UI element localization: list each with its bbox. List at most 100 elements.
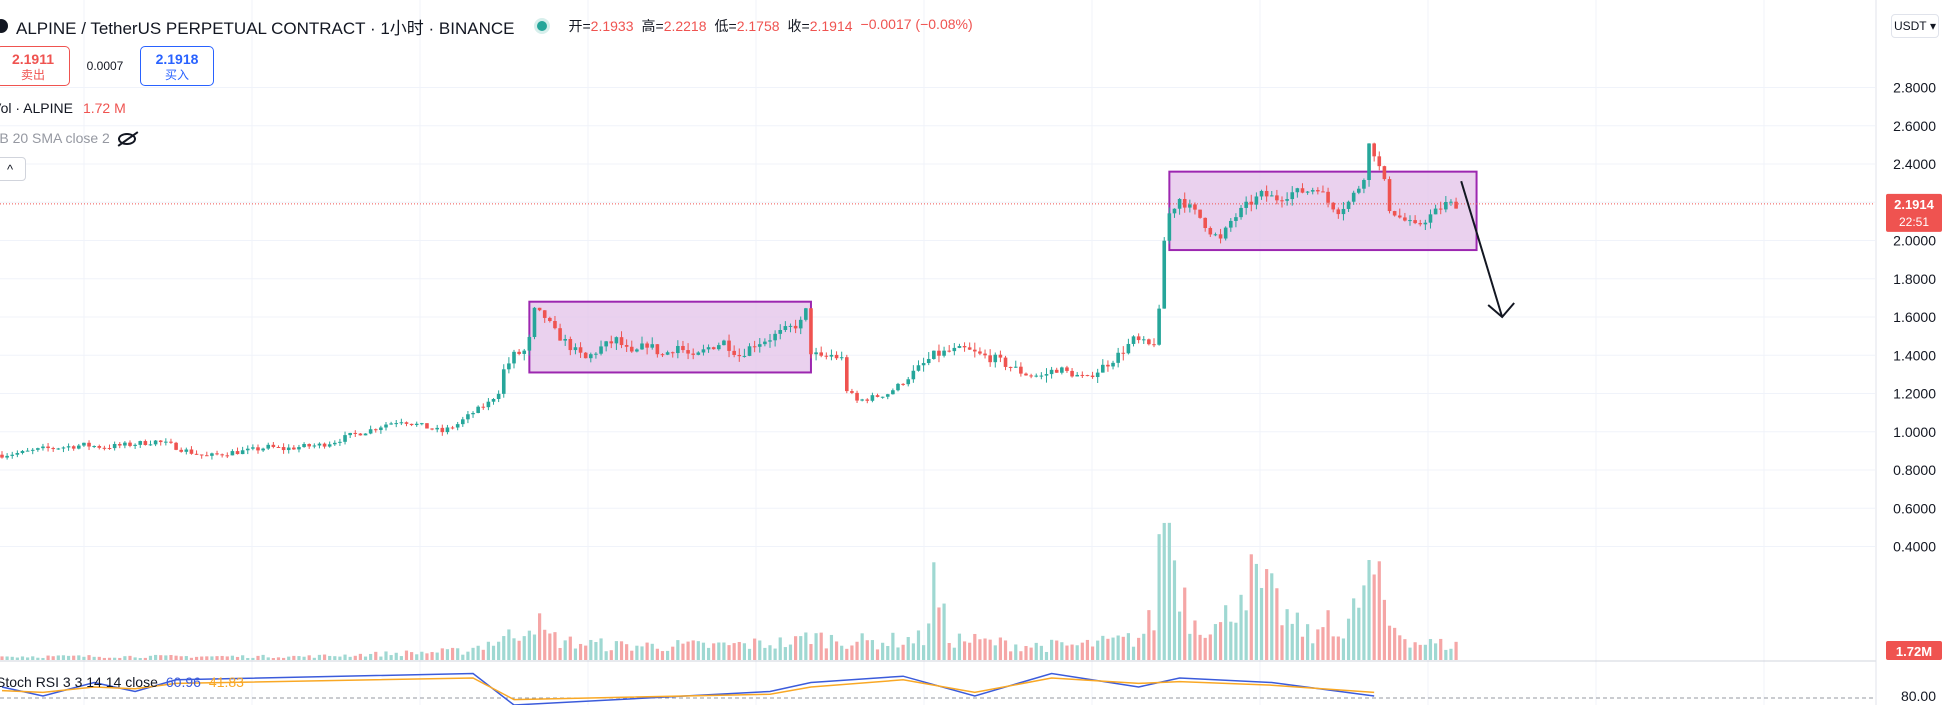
volume-bar xyxy=(1249,554,1253,660)
volume-bar xyxy=(415,654,419,660)
stoch-k-value: 60.96 xyxy=(165,674,201,690)
hidden-eye-icon[interactable] xyxy=(117,133,136,146)
volume-bar xyxy=(1111,637,1115,660)
buy-button[interactable]: 2.1918 买入 xyxy=(140,46,214,86)
volume-bar xyxy=(758,640,762,660)
price-tick-label: 2.0000 xyxy=(1893,233,1936,249)
candle-body xyxy=(752,346,757,348)
candle-body xyxy=(194,453,199,455)
candle-body xyxy=(1167,213,1172,241)
bb-indicator-legend[interactable]: BB 20 SMA close 2 xyxy=(0,130,136,146)
candle-body xyxy=(609,341,614,344)
candle-body xyxy=(988,355,992,363)
volume-bar xyxy=(1162,522,1166,660)
volume-bar xyxy=(1352,598,1356,660)
volume-bar xyxy=(522,636,526,660)
volume-bar xyxy=(107,657,112,660)
volume-bar xyxy=(410,652,414,660)
candle-body xyxy=(670,352,675,354)
candle-body xyxy=(507,363,511,370)
volume-bar xyxy=(389,655,393,660)
price-axis-bg xyxy=(1876,0,1949,705)
candle-body xyxy=(348,432,352,436)
volume-bar xyxy=(1208,634,1212,660)
chevron-down-icon: ▾ xyxy=(1929,19,1937,33)
volume-bar xyxy=(584,645,588,660)
candle-body xyxy=(1101,364,1105,373)
candle-body xyxy=(1300,188,1305,193)
volume-bar xyxy=(614,641,618,660)
candle-body xyxy=(1126,343,1131,354)
candle-body xyxy=(245,448,250,451)
trade-panel: 2.1911 卖出 0.0007 2.1918 买入 xyxy=(0,46,214,86)
candle-body xyxy=(1285,199,1289,201)
candle-body xyxy=(804,308,808,320)
volume-bar xyxy=(194,656,199,660)
volume-bar xyxy=(1121,636,1125,660)
sell-label: 卖出 xyxy=(20,67,45,82)
candle-body xyxy=(655,344,660,355)
volume-bar xyxy=(1014,644,1018,660)
candle-body xyxy=(189,449,194,454)
candle-body xyxy=(1346,201,1351,209)
volume-bar xyxy=(46,655,50,660)
candle-body xyxy=(1403,217,1407,221)
candle-body xyxy=(517,351,521,354)
volume-bar xyxy=(1070,644,1074,660)
candle-body xyxy=(235,451,240,455)
candle-body xyxy=(133,444,137,446)
candle-body xyxy=(809,308,813,355)
candle-body xyxy=(307,444,311,447)
volume-bar xyxy=(169,654,173,660)
candle-body xyxy=(435,427,439,430)
candle-body xyxy=(880,396,885,398)
candle-body xyxy=(205,455,209,457)
candle-body xyxy=(399,422,404,424)
volume-bar xyxy=(512,638,516,660)
volume-bar xyxy=(225,656,229,660)
volume-bar xyxy=(1275,588,1279,660)
stoch-rsi-name: Stoch RSI 3 3 14 14 close xyxy=(0,674,158,690)
currency-selector[interactable]: USDT ▾ xyxy=(1891,14,1939,38)
volume-bar xyxy=(1003,640,1008,660)
candle-body xyxy=(281,447,286,451)
volume-bar xyxy=(271,658,275,660)
collapse-legend-button[interactable]: ^ xyxy=(0,157,26,181)
symbol-title[interactable]: ALPINE / TetherUS PERPETUAL CONTRACT · 1… xyxy=(16,18,515,38)
candle-body xyxy=(763,341,767,345)
candle-body xyxy=(1377,156,1382,167)
stoch-rsi-legend[interactable]: Stoch RSI 3 3 14 14 close 60.96 41.83 xyxy=(0,674,244,690)
volume-bar xyxy=(343,654,347,660)
volume-bar xyxy=(937,607,941,660)
candle-body xyxy=(0,454,4,458)
volume-indicator-legend[interactable]: Vol · ALPINE 1.72 M xyxy=(0,100,126,116)
candle-body xyxy=(850,391,854,393)
candle-body xyxy=(199,454,204,456)
candle-body xyxy=(624,345,629,347)
sell-button[interactable]: 2.1911 卖出 xyxy=(0,46,70,86)
candle-body xyxy=(1357,188,1361,193)
candle-body xyxy=(1116,352,1120,363)
candle-body xyxy=(1141,339,1146,341)
candle-body xyxy=(1341,208,1346,215)
candle-body xyxy=(1444,201,1448,210)
volume-bar xyxy=(732,643,736,660)
volume-bar xyxy=(466,651,470,660)
volume-bar xyxy=(794,636,798,660)
volume-bar xyxy=(845,648,849,660)
candle-body xyxy=(1049,369,1054,375)
candle-body xyxy=(553,320,557,329)
candle-body xyxy=(747,346,752,356)
candle-body xyxy=(967,347,972,350)
volume-bar xyxy=(1434,643,1438,660)
candle-body xyxy=(230,451,235,456)
candle-body xyxy=(317,443,322,446)
volume-bar xyxy=(568,636,572,660)
volume-bar xyxy=(1039,645,1043,660)
volume-bar xyxy=(1024,646,1028,660)
volume-bar xyxy=(1259,587,1264,660)
candle-body xyxy=(640,343,644,350)
candle-body xyxy=(87,442,91,447)
volume-bar xyxy=(1444,649,1448,660)
